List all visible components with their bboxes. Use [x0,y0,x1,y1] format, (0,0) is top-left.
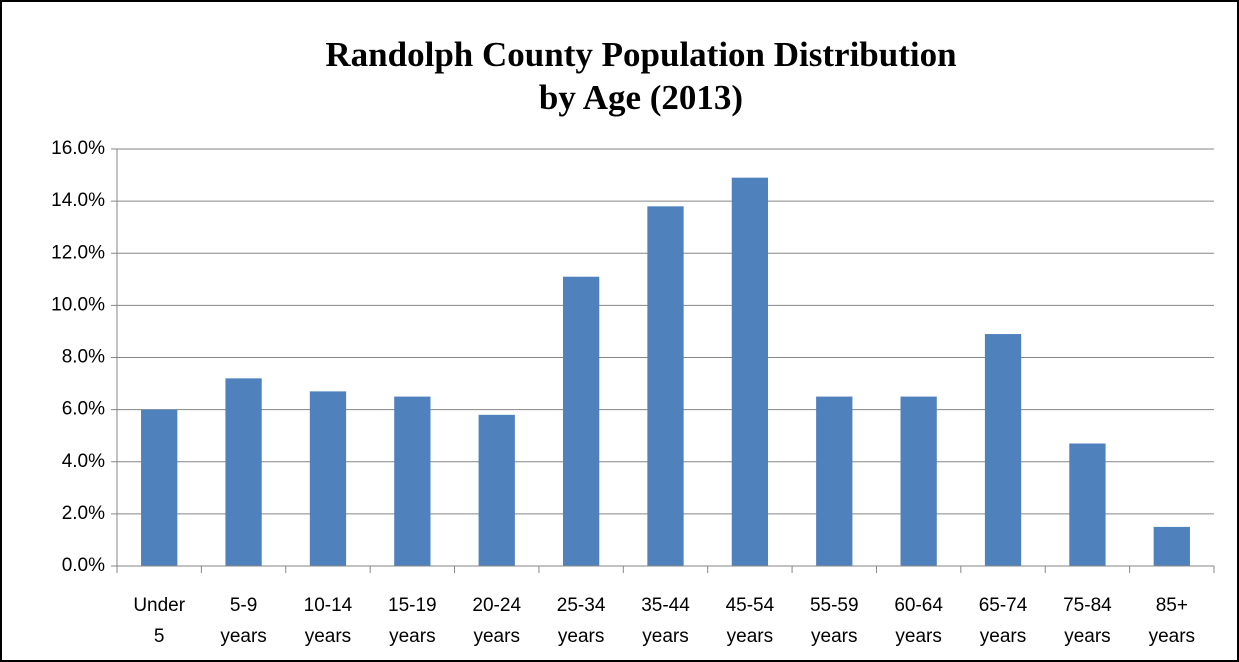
bar [1153,526,1190,566]
y-tick-label: 6.0% [62,399,105,420]
x-tick-label: years [1064,626,1110,647]
x-tick-label: years [305,626,351,647]
bar [731,177,769,566]
x-tick-label: years [980,626,1026,647]
x-tick-label: 5-9 [230,595,257,616]
bar [309,391,347,566]
bar [562,276,600,566]
x-tick-label: years [558,626,604,647]
x-tick-label: years [895,626,941,647]
x-tick-label: 60-64 [894,595,943,616]
chart-title: Randolph County Population Distribution [325,35,956,74]
x-tick-label: years [1149,626,1195,647]
y-tick-label: 8.0% [62,347,105,368]
x-tick-label: 65-74 [979,595,1028,616]
bar [394,396,431,566]
x-tick-label: 5 [154,626,165,647]
x-tick-label: 25-34 [557,595,606,616]
x-tick-label: 55-59 [810,595,859,616]
bar [225,378,262,566]
bar [478,414,515,566]
x-tick-label: years [727,626,773,647]
y-tick-label: 12.0% [51,242,105,263]
bar [647,206,684,566]
x-tick-label: 85+ [1156,595,1188,616]
x-tick-label: years [220,626,266,647]
chart-title: by Age (2013) [539,78,743,117]
bar [900,396,937,566]
x-tick-label: years [473,626,519,647]
y-tick-label: 4.0% [62,451,105,472]
x-tick-label: 15-19 [388,595,437,616]
bar [1069,443,1106,566]
y-tick-label: 10.0% [51,294,105,315]
x-tick-label: years [642,626,688,647]
x-tick-label: 10-14 [304,595,353,616]
x-tick-label: years [811,626,857,647]
x-tick-label: 75-84 [1063,595,1112,616]
x-tick-label: 45-54 [726,595,775,616]
y-tick-label: 2.0% [62,503,105,524]
x-tick-label: Under [133,595,185,616]
y-tick-label: 16.0% [51,138,105,159]
bar [141,409,178,566]
x-tick-label: 20-24 [472,595,521,616]
bar [984,334,1022,566]
y-tick-label: 0.0% [62,555,105,576]
x-tick-label: years [389,626,435,647]
x-tick-label: 35-44 [641,595,690,616]
y-tick-label: 14.0% [51,190,105,211]
bar [816,396,853,566]
